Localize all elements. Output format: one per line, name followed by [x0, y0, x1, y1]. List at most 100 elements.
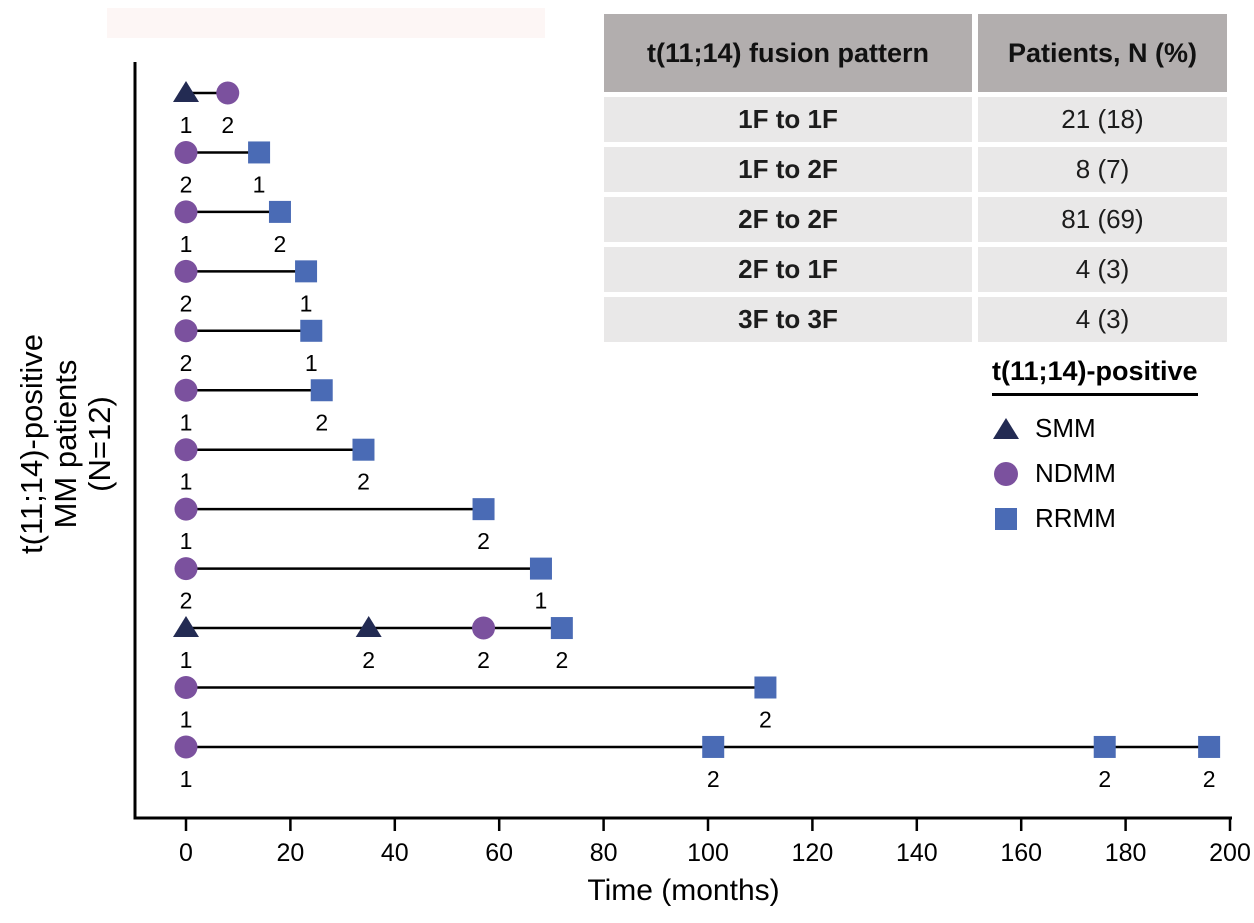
legend-title: t(11;14)-positive — [992, 356, 1198, 396]
legend-item-smm: SMM — [992, 413, 1198, 444]
rrmm-square-marker — [268, 200, 291, 223]
faint-highlight-band — [107, 8, 545, 38]
event-number-label: 2 — [477, 647, 490, 673]
rrmm-square-marker — [1198, 735, 1221, 758]
rrmm-square-marker — [352, 438, 375, 461]
x-tick-label: 140 — [896, 839, 938, 867]
legend: t(11;14)-positive SMM NDMM RRMM — [992, 356, 1198, 534]
table-cell-pattern: 1F to 2F — [604, 147, 972, 192]
event-number-label: 1 — [180, 647, 193, 673]
patient-row: 1 2 2 2 — [173, 616, 573, 673]
event-number-label: 2 — [274, 231, 287, 257]
event-number-label: 2 — [221, 112, 234, 138]
rrmm-square-marker — [529, 557, 552, 580]
event-number-label: 1 — [180, 707, 193, 733]
ndmm-circle-marker — [174, 497, 198, 521]
event-number-label: 2 — [1098, 766, 1111, 792]
rrmm-square-marker — [702, 735, 725, 758]
fusion-pattern-table: t(11;14) fusion pattern Patients, N (%) … — [604, 14, 1227, 342]
ndmm-circle-marker — [174, 557, 198, 581]
x-tick-label: 20 — [276, 839, 304, 867]
smm-triangle-icon — [993, 418, 1019, 439]
x-tick-label: 200 — [1209, 839, 1251, 867]
ndmm-circle-icon — [994, 461, 1018, 486]
x-tick-label: 40 — [381, 839, 409, 867]
event-number-label: 1 — [180, 112, 193, 138]
event-number-label: 2 — [759, 707, 772, 733]
legend-item-label: SMM — [1035, 413, 1096, 443]
event-number-label: 1 — [300, 290, 313, 316]
event-number-label: 2 — [180, 588, 193, 614]
table-cell-value: 81 (69) — [978, 197, 1227, 242]
rrmm-square-marker — [550, 617, 573, 640]
rrmm-square-marker — [310, 379, 333, 402]
smm-triangle-marker — [355, 616, 382, 638]
event-number-label: 1 — [253, 171, 266, 197]
table-cell-pattern: 1F to 1F — [604, 97, 972, 142]
event-number-label: 1 — [180, 766, 193, 792]
x-tick-label: 100 — [687, 839, 729, 867]
table-cell-value: 21 (18) — [978, 97, 1227, 142]
rrmm-square-marker — [1093, 735, 1116, 758]
x-tick-label: 160 — [1000, 839, 1042, 867]
ndmm-circle-marker — [174, 200, 198, 224]
rrmm-square-marker — [472, 498, 495, 521]
event-number-label: 2 — [180, 350, 193, 376]
event-number-label: 2 — [357, 469, 370, 495]
smm-triangle-marker — [173, 81, 199, 102]
event-number-label: 1 — [180, 409, 193, 435]
table-header-pattern: t(11;14) fusion pattern — [604, 14, 972, 92]
table-cell-pattern: 3F to 3F — [604, 297, 972, 342]
legend-item-ndmm: NDMM — [992, 458, 1198, 489]
legend-item-label: RRMM — [1035, 503, 1116, 533]
table-cell-value: 4 (3) — [978, 297, 1227, 342]
x-tick-label: 80 — [590, 839, 618, 867]
legend-item-label: NDMM — [1035, 458, 1116, 488]
legend-item-rrmm: RRMM — [992, 503, 1198, 534]
ndmm-circle-marker — [174, 735, 198, 759]
table-cell-pattern: 2F to 2F — [604, 197, 972, 242]
table-header-patients: Patients, N (%) — [978, 14, 1227, 92]
event-number-label: 2 — [180, 290, 193, 316]
event-number-label: 1 — [305, 350, 318, 376]
event-number-label: 1 — [180, 469, 193, 495]
x-tick-label: 60 — [485, 839, 513, 867]
x-tick-label: 0 — [179, 839, 193, 867]
rrmm-square-marker — [248, 141, 271, 164]
y-axis-label-line-1: t(11;14)-positive — [14, 334, 49, 554]
rrmm-square-marker — [754, 676, 777, 699]
table-cell-value: 4 (3) — [978, 247, 1227, 292]
rrmm-square-icon — [995, 507, 1017, 530]
ndmm-circle-marker — [216, 81, 240, 105]
y-axis-label-line-2: MM patients — [48, 359, 83, 529]
event-number-label: 1 — [535, 588, 548, 614]
event-number-label: 2 — [477, 528, 490, 554]
y-axis-label: t(11;14)-positive MM patients (N=12) — [14, 334, 117, 554]
event-number-label: 2 — [180, 171, 193, 197]
legend-items: SMM NDMM RRMM — [992, 413, 1198, 534]
table-cell-value: 8 (7) — [978, 147, 1227, 192]
event-number-label: 2 — [555, 647, 568, 673]
x-tick-label: 120 — [792, 839, 834, 867]
rrmm-square-marker — [295, 260, 318, 283]
patient-row: 1 2 2 2 — [174, 735, 1221, 792]
event-number-label: 2 — [362, 647, 375, 673]
x-axis-title: Time (months) — [587, 874, 780, 907]
event-number-label: 1 — [180, 231, 193, 257]
y-axis-label-line-3: (N=12) — [82, 396, 117, 492]
ndmm-circle-marker — [174, 140, 198, 164]
ndmm-circle-marker — [174, 259, 198, 283]
ndmm-circle-marker — [174, 378, 198, 402]
x-tick-label: 180 — [1105, 839, 1147, 867]
smm-triangle-marker — [173, 616, 199, 638]
event-number-label: 1 — [180, 528, 193, 554]
